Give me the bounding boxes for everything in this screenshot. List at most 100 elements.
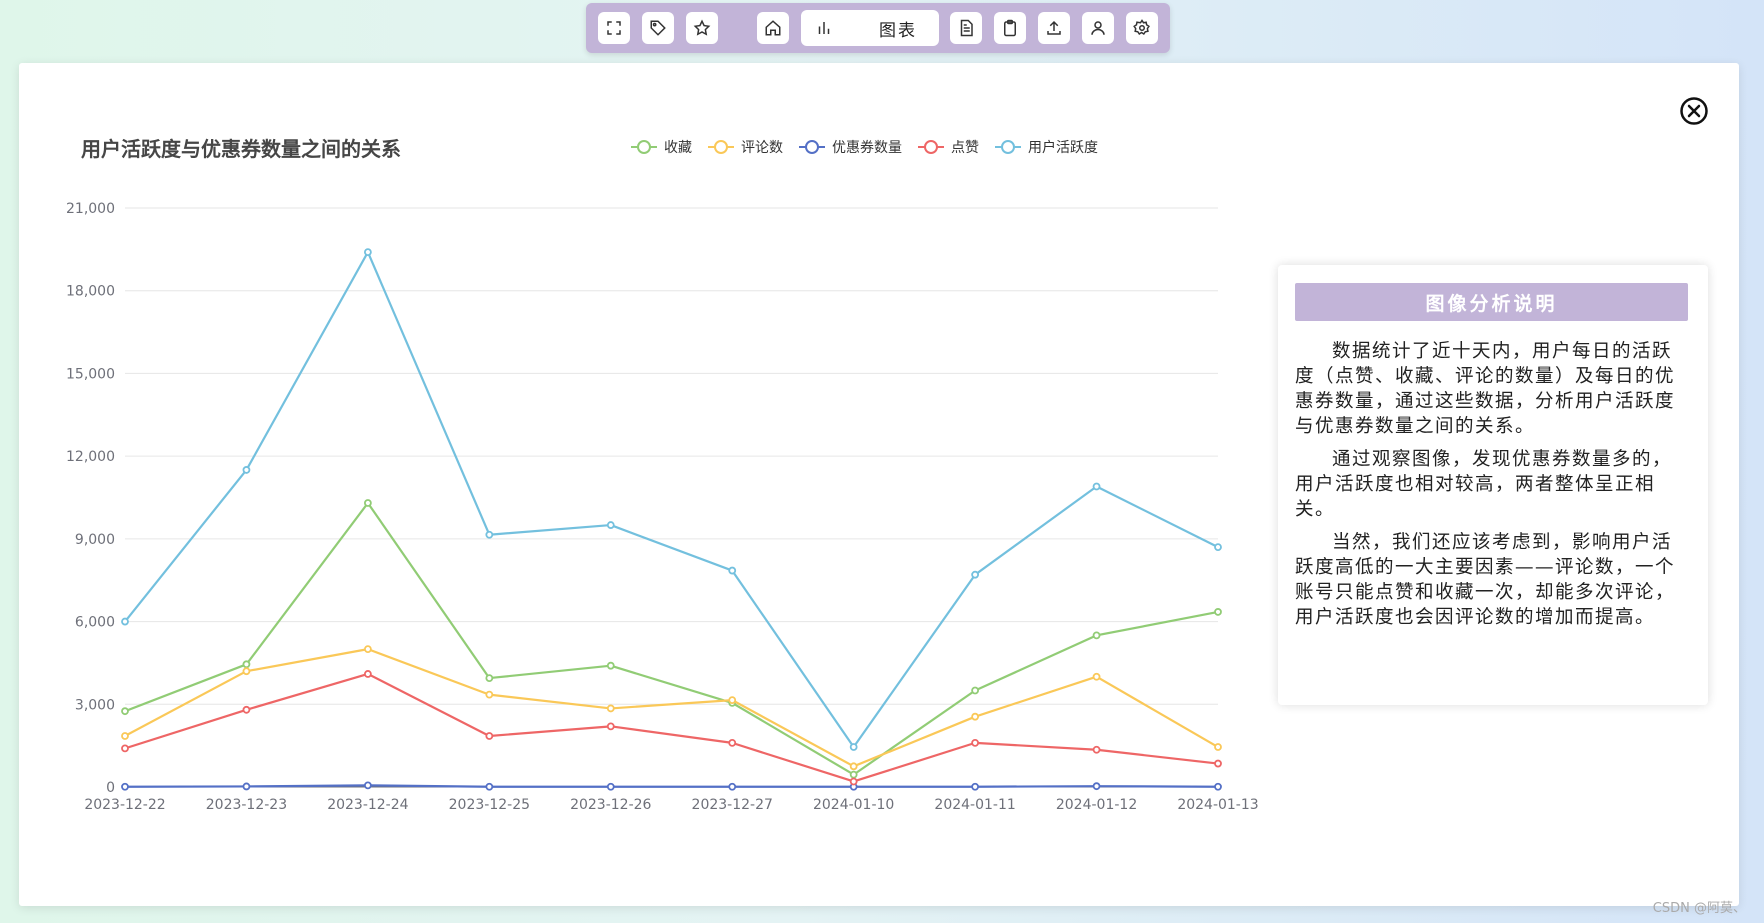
data-point <box>363 670 372 678</box>
data-point <box>1092 672 1101 681</box>
clipboard-icon[interactable] <box>994 12 1026 44</box>
upload-icon[interactable] <box>1038 12 1070 44</box>
x-tick-label: 2023-12-26 <box>570 797 651 813</box>
data-point <box>363 781 372 790</box>
chart-series <box>121 248 1222 791</box>
legend-marker <box>1001 140 1015 154</box>
chart-legend: 收藏 评论数 优惠券数量 点赞 用户活跃度 <box>631 139 1098 156</box>
bar-chart-icon <box>818 22 830 34</box>
chart-title: 用户活跃度与优惠券数量之间的关系 <box>81 137 401 161</box>
data-point <box>971 782 980 791</box>
x-tick-label: 2024-01-10 <box>813 797 894 813</box>
data-point <box>242 782 251 791</box>
y-axis: 0 3,000 6,000 9,000 12,000 15,000 18,000 21,000 <box>66 201 115 796</box>
fullscreen-icon[interactable] <box>598 12 630 44</box>
data-point <box>728 566 737 575</box>
data-point <box>1092 745 1101 754</box>
data-point <box>849 762 858 771</box>
y-tick-label: 15,000 <box>66 366 115 382</box>
y-tick-label: 12,000 <box>66 449 115 465</box>
series-line <box>124 784 1219 788</box>
top-toolbar: 图表 <box>586 3 1170 53</box>
user-icon[interactable] <box>1082 12 1114 44</box>
data-point <box>1092 782 1101 791</box>
series-用户活跃度 <box>121 248 1222 751</box>
data-point <box>485 674 494 682</box>
series-收藏 <box>121 499 1222 779</box>
data-point <box>971 712 980 721</box>
y-tick-label: 18,000 <box>66 284 115 300</box>
watermark: CSDN @阿莫、 <box>1652 901 1746 916</box>
line-chart: 用户活跃度与优惠券数量之间的关系 收藏 评论数 优惠券数量 点赞 用户活跃度 0 3,00… <box>66 137 1259 813</box>
y-tick-label: 9,000 <box>75 532 115 548</box>
data-point <box>1092 631 1101 640</box>
data-point <box>121 732 129 740</box>
settings-icon[interactable] <box>1126 12 1158 44</box>
x-tick-label: 2024-01-12 <box>1056 797 1137 813</box>
data-point <box>1214 759 1222 768</box>
close-circle-icon[interactable] <box>1678 95 1710 127</box>
data-point <box>1214 743 1222 751</box>
legend-item: 评论数 <box>708 140 783 156</box>
data-point <box>1092 482 1101 491</box>
y-tick-label: 6,000 <box>75 615 115 631</box>
legend-item: 点赞 <box>918 140 979 156</box>
analysis-paragraph: 数据统计了近十天内，用户每日的活跃度（点赞、收藏、评论的数量）及每日的优惠券数量… <box>1295 341 1676 437</box>
x-axis: 2023-12-22 2023-12-23 2023-12-24 2023-12-25… <box>84 797 1258 813</box>
data-point <box>971 570 980 579</box>
series-line <box>124 251 1219 749</box>
data-point <box>242 667 251 676</box>
document-icon[interactable] <box>950 12 982 44</box>
data-point <box>606 782 615 791</box>
data-point <box>363 248 372 257</box>
x-tick-label: 2023-12-23 <box>206 797 287 813</box>
analysis-paragraph: 当然，我们还应该考虑到，影响用户活跃度高低的一大主要因素——评论数，一个账号只能… <box>1295 532 1676 628</box>
analysis-paragraph: 通过观察图像，发现优惠券数量多的，用户活跃度也相对较高，两者整体呈正相关。 <box>1295 449 1673 520</box>
data-point <box>242 660 251 669</box>
analysis-body: 数据统计了近十天内，用户每日的活跃度（点赞、收藏、评论的数量）及每日的优惠券数量… <box>1295 339 1691 638</box>
data-point <box>121 744 129 753</box>
data-point <box>121 707 129 716</box>
data-point <box>242 705 251 714</box>
data-point <box>485 732 494 740</box>
series-点赞 <box>121 670 1222 786</box>
tag-icon[interactable] <box>642 12 674 44</box>
data-point <box>606 722 615 731</box>
data-point <box>485 690 494 699</box>
series-line <box>124 501 1219 776</box>
series-line <box>124 672 1219 783</box>
tab-chart[interactable]: 图表 <box>801 10 939 46</box>
star-icon[interactable] <box>686 12 718 44</box>
data-point <box>728 782 737 791</box>
x-tick-label: 2023-12-27 <box>692 797 773 813</box>
series-优惠券数量 <box>121 781 1222 791</box>
series-评论数 <box>121 645 1222 771</box>
data-point <box>121 617 129 626</box>
data-point <box>849 777 858 786</box>
data-point <box>1214 543 1222 552</box>
tab-chart-label: 图表 <box>879 20 917 41</box>
series-line <box>124 648 1219 768</box>
x-tick-label: 2023-12-25 <box>449 797 530 813</box>
home-icon[interactable] <box>757 12 789 44</box>
analysis-title: 图像分析说明 <box>1295 283 1688 321</box>
data-point <box>1214 782 1222 791</box>
data-point <box>242 466 251 474</box>
data-point <box>485 782 494 791</box>
data-point <box>728 696 737 705</box>
legend-item: 收藏 <box>631 140 692 156</box>
data-point <box>971 738 980 747</box>
legend-marker <box>714 140 728 154</box>
chart-panel: 用户活跃度与优惠券数量之间的关系 收藏 评论数 优惠券数量 点赞 用户活跃度 0 3,00… <box>19 63 1739 906</box>
data-point <box>363 645 372 654</box>
legend-label: 评论数 <box>741 140 783 156</box>
x-tick-label: 2023-12-22 <box>84 797 165 813</box>
legend-label: 优惠券数量 <box>832 140 902 156</box>
x-tick-label: 2024-01-11 <box>934 797 1015 813</box>
y-tick-label: 3,000 <box>75 697 115 713</box>
chart-grid <box>125 207 1218 788</box>
x-tick-label: 2023-12-24 <box>327 797 408 813</box>
legend-marker <box>924 140 938 154</box>
data-point <box>971 686 980 695</box>
data-point <box>485 530 494 539</box>
